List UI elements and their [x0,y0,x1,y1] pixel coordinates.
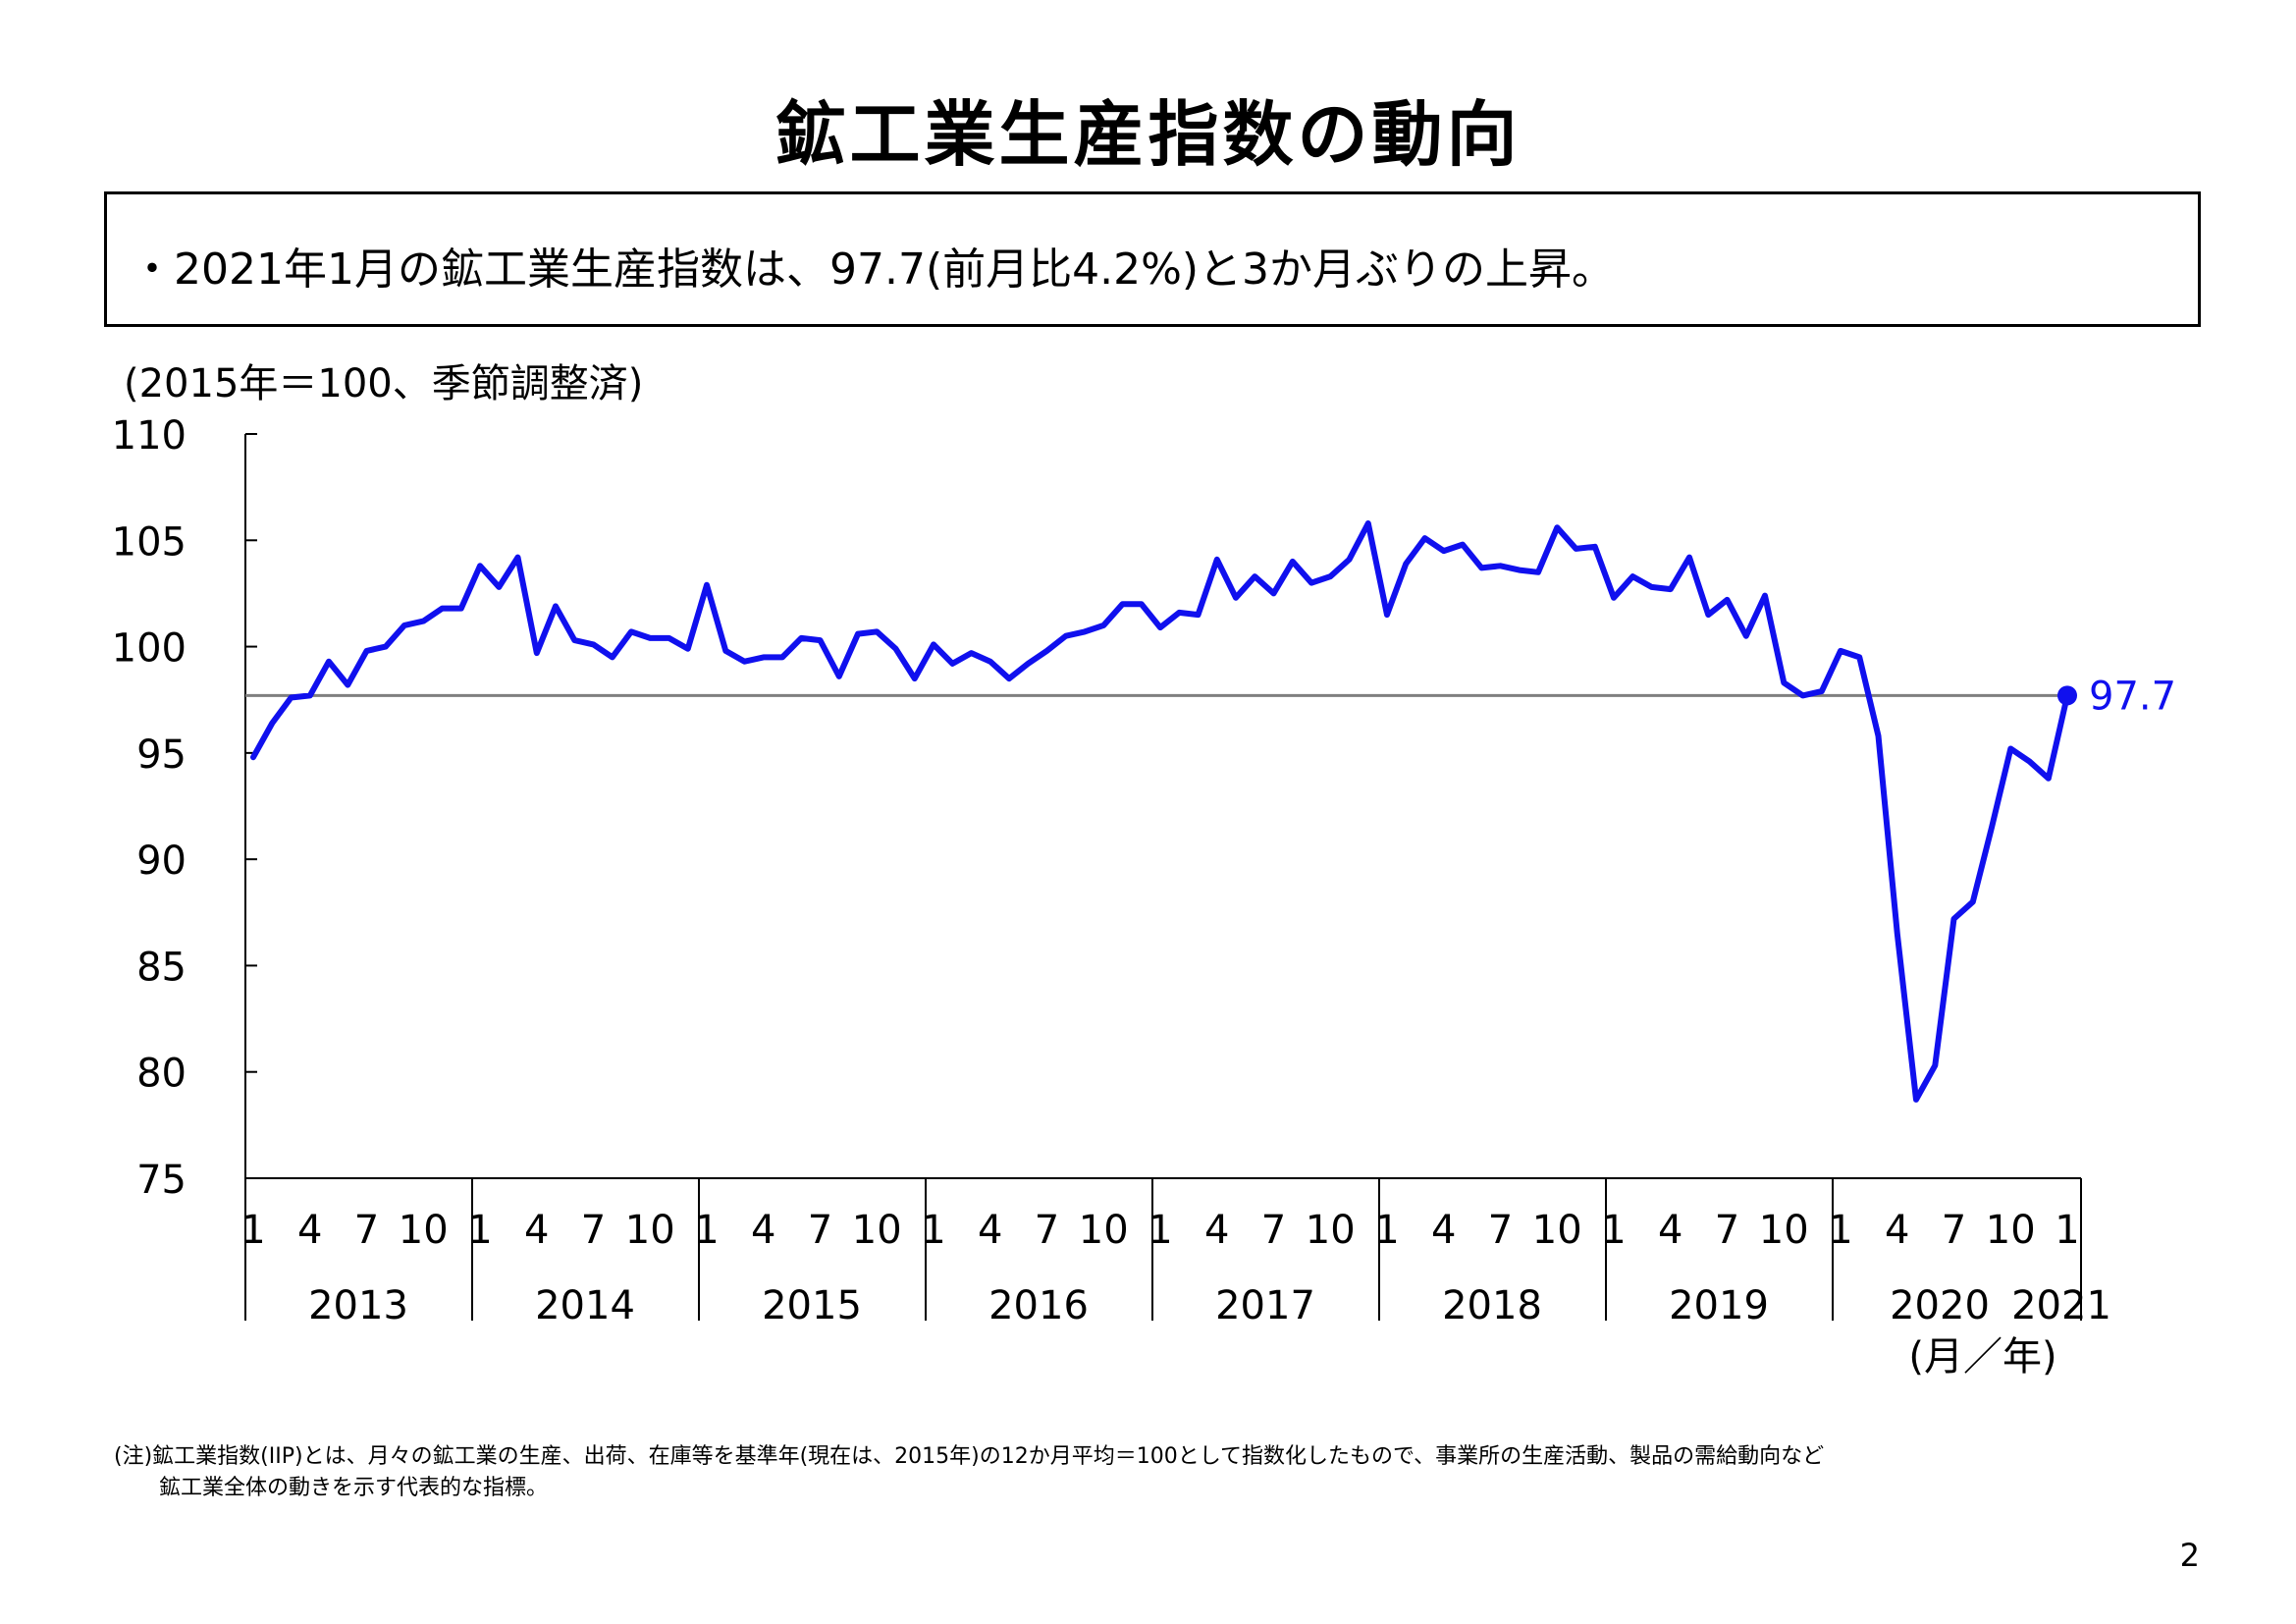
y-tick-label: 110 [112,413,187,459]
x-month-label: 4 [1204,1208,1229,1253]
x-month-label: 1 [240,1208,265,1253]
footnote-line-1: (注)鉱工業指数(IIP)とは、月々の鉱工業の生産、出荷、在庫等を基準年(現在は… [114,1444,1825,1469]
latest-value-label: 97.7 [2089,674,2176,719]
x-year-label: 2015 [762,1283,862,1328]
series-line [250,520,2070,1103]
x-year-label: 2019 [1669,1283,1769,1328]
x-month-label: 1 [1601,1208,1626,1253]
y-unit-note: (2015年＝100、季節調整済) [124,361,644,406]
x-year-label: 2018 [1442,1283,1542,1328]
x-year-label: 2020 [1890,1283,1990,1328]
x-month-label: 10 [1759,1208,1809,1253]
x-month-label: 4 [978,1208,1002,1253]
x-month-label: 10 [625,1208,675,1253]
x-unit-note: (月／年) [1908,1334,2056,1380]
x-month-label: 10 [1079,1208,1129,1253]
x-month-label: 7 [581,1208,606,1253]
x-year-label: 2021 [2011,1283,2111,1328]
summary-box: ・2021年1月の鉱工業生産指数は、97.7(前月比4.2%)と3か月ぶりの上昇… [104,191,2201,327]
x-month-label: 1 [1148,1208,1172,1253]
x-month-label: 4 [1658,1208,1682,1253]
page-title: 鉱工業生産指数の動向 [774,93,1522,176]
x-month-label: 1 [921,1208,945,1253]
latest-point [2057,685,2077,706]
footnote-line-2: 鉱工業全体の動きを示す代表的な指標。 [159,1476,549,1500]
x-year-label: 2016 [988,1283,1089,1328]
y-tick-label: 105 [112,519,187,565]
x-month-label: 7 [354,1208,379,1253]
x-month-label: 7 [1488,1208,1513,1253]
x-month-label: 1 [694,1208,719,1253]
x-month-label: 4 [524,1208,549,1253]
x-month-label: 4 [297,1208,322,1253]
x-month-label: 7 [808,1208,832,1253]
x-year-label: 2013 [308,1283,408,1328]
x-month-label: 7 [1942,1208,1966,1253]
x-month-label: 1 [467,1208,492,1253]
x-month-label: 4 [1431,1208,1456,1253]
x-month-label: 10 [1532,1208,1582,1253]
y-tick-label: 95 [136,732,187,778]
y-tick-label: 100 [112,626,187,672]
x-month-label: 1 [1828,1208,1852,1253]
x-month-label: 10 [399,1208,449,1253]
x-month-label: 7 [1715,1208,1739,1253]
y-tick-label: 80 [136,1052,187,1097]
x-month-label: 7 [1035,1208,1059,1253]
y-tick-label: 90 [136,839,187,884]
x-month-label: 10 [1306,1208,1356,1253]
summary-text: ・2021年1月の鉱工業生産指数は、97.7(前月比4.2%)と3か月ぶりの上昇… [131,244,1616,295]
x-month-label: 10 [1986,1208,2036,1253]
footnote: (注)鉱工業指数(IIP)とは、月々の鉱工業の生産、出荷、在庫等を基準年(現在は… [114,1441,1824,1504]
x-year-label: 2014 [535,1283,635,1328]
x-month-label: 4 [1885,1208,1909,1253]
x-year-label: 2017 [1215,1283,1315,1328]
x-month-label: 1 [2055,1208,2079,1253]
x-month-label: 10 [852,1208,902,1253]
y-tick-label: 85 [136,945,187,990]
x-month-label: 4 [751,1208,775,1253]
y-tick-label: 75 [136,1158,187,1203]
x-month-label: 1 [1374,1208,1399,1253]
page-number: 2 [2179,1537,2200,1574]
x-month-label: 7 [1261,1208,1286,1253]
